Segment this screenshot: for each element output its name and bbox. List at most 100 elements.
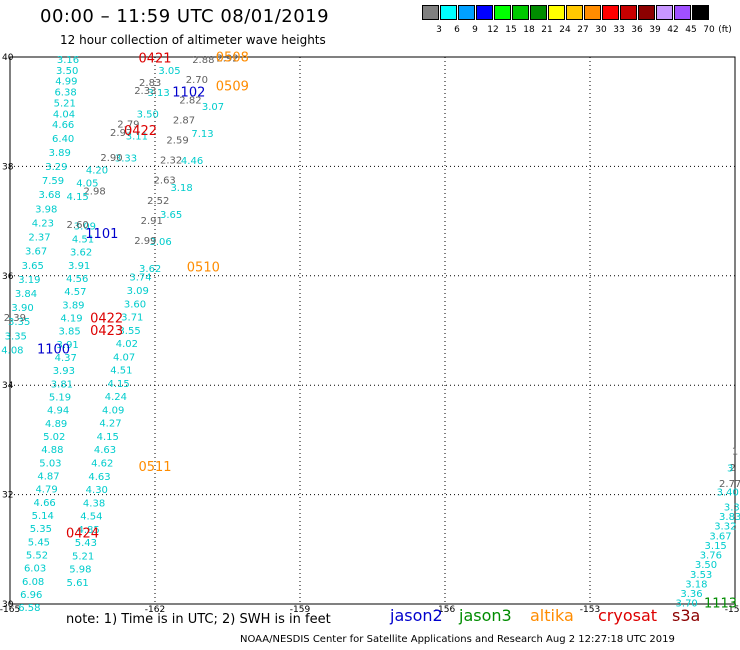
wave-height-value: 3.90 xyxy=(11,303,33,314)
wave-height-value: 4.08 xyxy=(1,345,23,356)
wave-height-value: 5.19 xyxy=(49,392,71,403)
satellite-jason3: jason3 xyxy=(459,606,512,625)
wave-height-value: 2.33 xyxy=(134,86,156,97)
wave-height-value: 3.33 xyxy=(115,153,137,164)
map-frame xyxy=(9,56,736,605)
legend-label: 12 xyxy=(487,25,499,35)
wave-height-value: 3.93 xyxy=(53,366,75,377)
wave-height-value: 2.77 xyxy=(719,479,740,490)
wave-height-value: 3.07 xyxy=(202,102,224,113)
wave-height-value: 4.88 xyxy=(41,445,63,456)
wave-height-value: 4.15 xyxy=(67,192,89,203)
wave-height-value: 4.99 xyxy=(55,77,77,88)
wave-height-value: 1 xyxy=(732,447,738,458)
wave-height-value: 3.50 xyxy=(695,560,717,571)
wave-height-value: 4.94 xyxy=(47,406,69,417)
wave-height-value: 4.07 xyxy=(113,352,135,363)
wave-height-value: 4.20 xyxy=(86,166,108,177)
wave-height-value: 3.65 xyxy=(22,261,44,272)
wave-height-value: 4.51 xyxy=(72,234,94,245)
wave-height-value: 6.08 xyxy=(22,577,44,588)
page-subtitle: 12 hour collection of altimeter wave hei… xyxy=(60,33,326,47)
wave-height-value: 4.62 xyxy=(91,459,113,470)
legend-label: 9 xyxy=(472,25,478,35)
wave-height-value: 3.15 xyxy=(705,541,727,552)
wave-height-value: 4.23 xyxy=(32,218,54,229)
wave-height-value: 3.71 xyxy=(121,313,143,324)
legend-label: 70 xyxy=(703,25,715,35)
satellite-altika: altika xyxy=(530,606,574,625)
longitude-tick-label: -165 xyxy=(0,605,20,615)
pass-time-label: 0423 xyxy=(90,324,123,339)
legend-label: 18 xyxy=(523,25,535,35)
wave-height-value: 3.35 xyxy=(8,317,30,328)
wave-height-value: 3.89 xyxy=(62,300,84,311)
wave-height-value: 3.68 xyxy=(39,190,61,201)
wave-height-value: 5.21 xyxy=(72,551,94,562)
legend-swatch xyxy=(602,5,619,20)
wave-height-value: 2.82 xyxy=(179,95,201,106)
legend-swatch xyxy=(692,5,709,20)
wave-height-value: 3.16 xyxy=(57,55,79,66)
wave-height-value: 4.15 xyxy=(108,379,130,390)
wave-height-value: 7.59 xyxy=(42,176,64,187)
pass-time-label: 1101 xyxy=(85,227,118,242)
legend-swatch xyxy=(494,5,511,20)
legend-label: 3 xyxy=(436,25,442,35)
pass-time-label: 1113 xyxy=(704,596,737,611)
wave-height-value: 6.03 xyxy=(24,564,46,575)
wave-height-value: 3.62 xyxy=(70,248,92,259)
legend-swatch xyxy=(620,5,637,20)
wave-height-value: 3.32 xyxy=(714,522,736,533)
satellite-cryosat: cryosat xyxy=(598,606,658,625)
wave-height-value: 2.88 xyxy=(192,55,214,66)
pass-time-label: 0511 xyxy=(138,460,171,475)
wave-height-value: 3.05 xyxy=(158,66,180,77)
wave-height-value: 5.35 xyxy=(30,524,52,535)
legend-swatch xyxy=(422,5,439,20)
wave-height-value: 2.83 xyxy=(139,78,161,89)
wave-height-value: 2.37 xyxy=(28,233,50,244)
wave-height-value: 4.66 xyxy=(52,120,74,131)
wave-height-value: 2.91 xyxy=(141,216,163,227)
wave-height-value: 4.51 xyxy=(110,366,132,377)
wave-height-value: 6.58 xyxy=(18,603,40,614)
wave-height-value: 3.62 xyxy=(139,264,161,275)
wave-height-value: 2.79 xyxy=(117,120,139,131)
wave-height-value: 3.50 xyxy=(137,110,159,121)
wave-height-value: 2.70 xyxy=(186,75,208,86)
legend-label: 15 xyxy=(505,25,517,35)
wave-height-value: 3.06 xyxy=(150,237,172,248)
legend-swatch xyxy=(458,5,475,20)
latitude-tick-label: 40 xyxy=(2,53,14,63)
legend-swatch xyxy=(548,5,565,20)
legend-label: 21 xyxy=(541,25,553,35)
pass-time-label: 0508 xyxy=(216,50,249,65)
legend-label: 6 xyxy=(454,25,460,35)
wave-height-value: 2.52 xyxy=(147,196,169,207)
wave-height-value: 2.32 xyxy=(160,156,182,167)
legend-swatch xyxy=(656,5,673,20)
wave-height-value: 3.76 xyxy=(700,551,722,562)
wave-height-value: 4.05 xyxy=(76,179,98,190)
wave-height-value: 3.35 xyxy=(5,331,27,342)
wave-height-value: 3.85 xyxy=(58,327,80,338)
wave-height-value: 5.21 xyxy=(54,98,76,109)
wave-height-value: 3.65 xyxy=(160,210,182,221)
wave-height-value: 5.98 xyxy=(69,565,91,576)
wave-height-value: 3.67 xyxy=(25,247,47,258)
wave-height-value: 4.09 xyxy=(102,405,124,416)
wave-height-value: 6.40 xyxy=(52,134,74,145)
satellite-jason2: jason2 xyxy=(390,606,443,625)
footnote: note: 1) Time is in UTC; 2) SWH is in fe… xyxy=(66,612,331,627)
wave-height-value: 4.46 xyxy=(181,156,203,167)
wave-height-value: 3.13 xyxy=(147,88,169,99)
wave-height-value: 4.87 xyxy=(37,471,59,482)
wave-height-value: 3.74 xyxy=(129,273,151,284)
wave-height-value: 2.87 xyxy=(173,115,195,126)
longitude-tick-label: -159 xyxy=(290,605,311,615)
wave-height-value: 3.50 xyxy=(56,66,78,77)
legend-label: 24 xyxy=(559,25,571,35)
pass-time-label: 1100 xyxy=(37,342,70,357)
latitude-tick-label: 30 xyxy=(2,600,14,610)
